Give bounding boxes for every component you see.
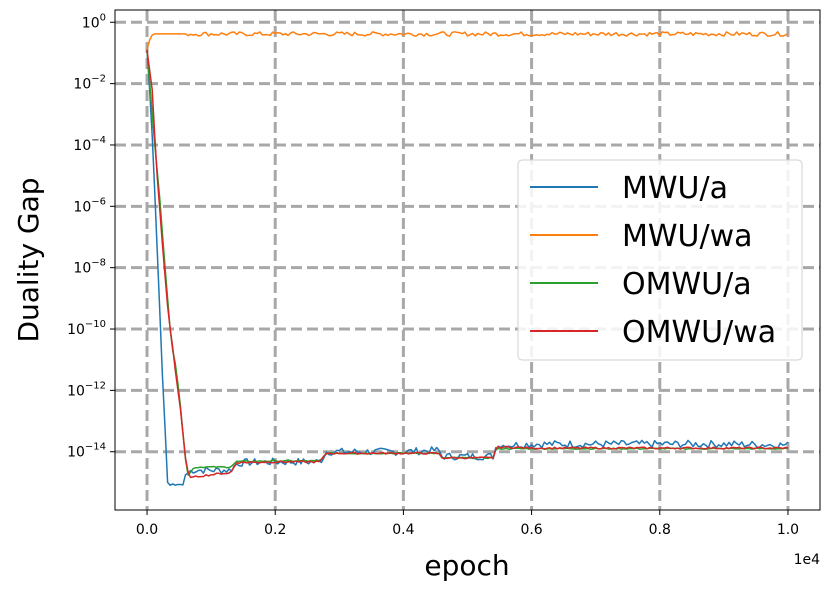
x-tick-label: 0.8 [649, 522, 671, 538]
legend: MWU/a MWU/wa OMWU/a OMWU/wa [517, 159, 803, 361]
y-tick-label: 10−6 [73, 196, 106, 215]
series-line-mwu-wa [146, 31, 789, 51]
y-tick-label: 10−4 [73, 135, 106, 154]
series-layer [146, 31, 789, 486]
y-tick-label: 10−10 [67, 319, 106, 338]
y-tick-exponent: −12 [85, 380, 106, 391]
y-axis-label: Duality Gap [12, 177, 45, 342]
y-tick-label: 10−8 [73, 258, 106, 277]
y-tick-label: 10−2 [73, 74, 106, 93]
y-tick-label: 10−12 [67, 380, 106, 399]
y-tick-exponent: 0 [100, 12, 106, 23]
y-tick-exponent: −6 [91, 196, 106, 207]
y-tick-base: 10 [73, 138, 91, 154]
x-axis-label: epoch [424, 549, 509, 582]
x-tick-label: 1.0 [777, 522, 799, 538]
legend-label: MWU/a [622, 171, 728, 206]
y-tick-exponent: −10 [85, 319, 106, 330]
y-tick-base: 10 [73, 261, 91, 277]
x-tick-label: 0.0 [136, 522, 158, 538]
series-line-omwu-wa [146, 49, 789, 479]
y-tick-label: 100 [82, 12, 106, 31]
y-tick-base: 10 [82, 15, 100, 31]
plot-frame [114, 9, 821, 511]
y-tick-exponent: −8 [91, 258, 106, 269]
legend-label: OMWU/wa [622, 315, 776, 350]
y-tick-base: 10 [67, 383, 85, 399]
y-tick-exponent: −2 [91, 74, 106, 85]
x-offset-label: 1e4 [794, 552, 821, 568]
legend-box [517, 159, 803, 361]
x-axis: 0.0 0.2 0.4 0.6 0.8 1.0 [136, 510, 799, 538]
legend-label: MWU/wa [622, 219, 753, 254]
y-tick-base: 10 [73, 77, 91, 93]
grid [115, 10, 820, 510]
y-tick-base: 10 [67, 322, 85, 338]
x-tick-label: 0.4 [392, 522, 414, 538]
series-line-mwu-a [146, 49, 789, 486]
y-tick-exponent: −14 [85, 442, 106, 453]
y-tick-label: 10−14 [67, 442, 106, 461]
y-tick-exponent: −4 [91, 135, 106, 146]
x-tick-label: 0.6 [520, 522, 542, 538]
x-tick-label: 0.2 [264, 522, 286, 538]
y-tick-base: 10 [73, 199, 91, 215]
y-tick-base: 10 [67, 445, 85, 461]
legend-label: OMWU/a [622, 267, 752, 302]
